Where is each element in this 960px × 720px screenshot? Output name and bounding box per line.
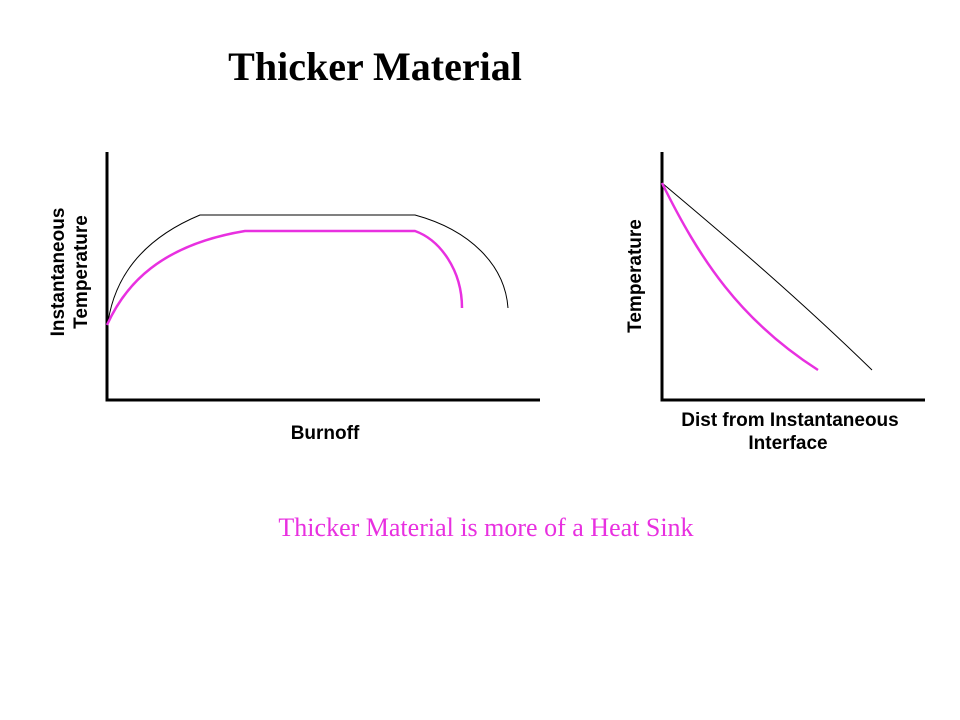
x-label: Dist from Instantaneous — [681, 410, 898, 431]
curve-thin — [661, 182, 873, 371]
y-label: Temperature — [625, 219, 646, 333]
curve-thick — [660, 182, 819, 372]
caption: Thicker Material is more of a Heat Sink — [278, 513, 693, 542]
axes — [660, 152, 925, 402]
left-diagram: Instantaneous Temperature Burnoff — [48, 152, 540, 444]
y-label: Temperature — [71, 215, 92, 329]
y-label: Instantaneous — [48, 208, 69, 337]
curve-thin — [106, 214, 509, 331]
slide-title: Thicker Material — [228, 44, 522, 89]
x-label: Interface — [748, 433, 827, 454]
right-diagram: Temperature Dist from Instantaneous Inte… — [625, 152, 925, 454]
x-label: Burnoff — [291, 423, 360, 444]
curve-thick — [105, 229, 464, 326]
axes — [105, 152, 540, 402]
